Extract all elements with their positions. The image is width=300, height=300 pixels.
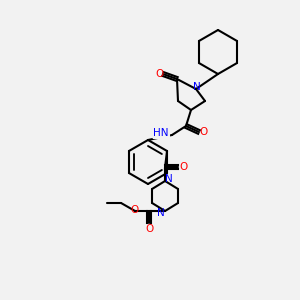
Text: N: N [157, 208, 165, 218]
Text: O: O [145, 224, 153, 234]
Text: N: N [193, 82, 201, 92]
Text: O: O [200, 127, 208, 137]
Text: O: O [130, 205, 138, 215]
Text: O: O [155, 69, 163, 79]
Text: O: O [179, 162, 187, 172]
Text: N: N [165, 174, 173, 184]
Text: HN: HN [154, 128, 169, 138]
